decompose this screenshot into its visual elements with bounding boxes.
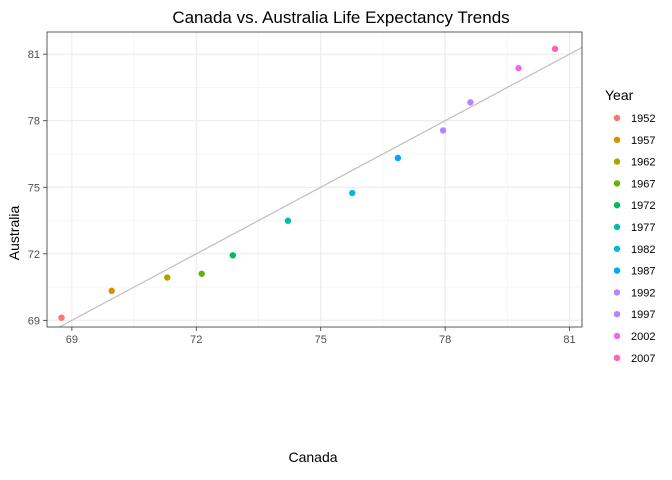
data-point-1977 [284, 217, 292, 224]
y-tick-label: 75 [28, 182, 40, 194]
y-tick-label: 81 [28, 49, 40, 61]
legend-swatch-1967 [613, 180, 621, 187]
y-axis: 69 72 75 78 81 [28, 49, 47, 327]
data-point-2002 [515, 64, 522, 72]
minor-gridlines [47, 32, 582, 327]
legend-swatch-1952 [613, 114, 621, 122]
legend-label-1997: 1997 [631, 309, 655, 321]
data-point-1957 [108, 287, 115, 295]
x-axis-label: Canada [288, 449, 337, 465]
plot-panel [46, 31, 583, 328]
x-axis: 69 72 75 78 81 [66, 327, 576, 346]
legend-swatch-1997 [613, 311, 621, 318]
legend-title: Year [605, 87, 634, 103]
major-gridlines [47, 32, 582, 327]
data-point-1982 [349, 189, 356, 197]
legend-label-1952: 1952 [631, 113, 655, 125]
chart-title: Canada vs. Australia Life Expectancy Tre… [172, 8, 509, 27]
legend-label-1967: 1967 [631, 178, 655, 190]
x-tick-label: 81 [563, 334, 575, 346]
legend-swatch-1982 [613, 245, 621, 252]
data-point-1987 [394, 154, 402, 162]
x-tick-label: 78 [439, 334, 451, 346]
legend-items: 1952 1957 1962 1967 1972 1977 1982 1987 1992 1997… [613, 113, 655, 365]
legend-label-1962: 1962 [631, 157, 655, 169]
legend-label-1957: 1957 [631, 135, 655, 147]
legend-swatch-1957 [613, 136, 621, 143]
x-tick-label: 69 [66, 334, 78, 346]
legend-swatch-1972 [613, 202, 621, 209]
identity-reference-line [59, 46, 583, 328]
panel-background [47, 32, 582, 327]
data-point-1962 [164, 274, 171, 281]
legend-label-1987: 1987 [631, 266, 655, 278]
data-points [58, 45, 559, 321]
panel-border [46, 31, 583, 328]
y-tick-label: 78 [28, 116, 40, 128]
legend-label-1977: 1977 [631, 222, 655, 234]
data-point-1967 [198, 270, 205, 277]
legend-swatch-2002 [613, 332, 621, 340]
data-point-1952 [58, 314, 65, 321]
data-point-1972 [229, 252, 236, 259]
legend-swatch-1987 [613, 267, 621, 274]
legend-label-1972: 1972 [631, 200, 655, 212]
legend-label-1992: 1992 [631, 287, 655, 299]
legend-swatch-2007 [613, 354, 621, 361]
legend-swatch-1977 [613, 223, 621, 231]
legend-swatch-1962 [613, 158, 621, 165]
legend: Year 1952 1957 1962 1967 1972 1977 1982 1987 199… [605, 87, 655, 365]
data-point-2007 [551, 45, 559, 53]
data-point-1992 [439, 127, 447, 134]
y-axis-label: Australia [6, 206, 22, 261]
legend-label-1982: 1982 [631, 244, 655, 256]
y-tick-label: 69 [28, 315, 40, 327]
legend-label-2002: 2002 [631, 331, 655, 343]
x-tick-label: 75 [315, 334, 327, 346]
x-tick-label: 72 [190, 334, 202, 346]
legend-label-2007: 2007 [631, 353, 655, 365]
legend-swatch-1992 [613, 289, 621, 296]
y-tick-label: 72 [28, 249, 40, 261]
data-point-1997 [467, 99, 474, 106]
